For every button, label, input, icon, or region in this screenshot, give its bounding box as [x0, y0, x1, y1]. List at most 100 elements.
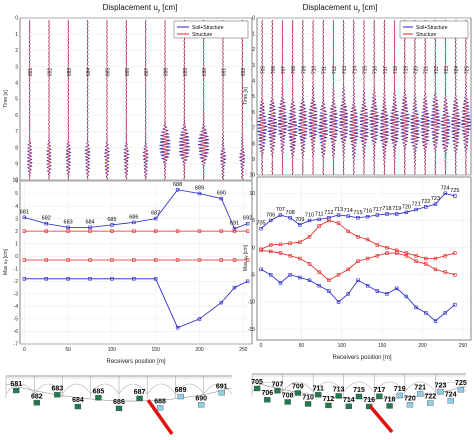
data-point [346, 292, 350, 296]
data-point [88, 277, 92, 281]
series-line-3 [24, 278, 248, 329]
station-marker [427, 400, 434, 406]
time-tick-label: 0 [252, 16, 255, 22]
data-point [356, 216, 360, 220]
data-point [375, 289, 380, 293]
station-label: 708 [282, 392, 294, 399]
data-point [453, 194, 457, 198]
data-point [269, 273, 273, 277]
data-point [298, 223, 302, 227]
point-label: 720 [402, 204, 411, 210]
data-point [385, 251, 389, 255]
data-point [132, 258, 136, 262]
data-point [424, 256, 428, 261]
x-tick-label: 250 [459, 343, 468, 349]
data-point [433, 202, 438, 206]
data-point [110, 223, 114, 227]
point-label: 686 [129, 214, 138, 220]
data-point [433, 267, 438, 272]
data-point [433, 319, 438, 323]
time-tick-label: 3 [15, 64, 18, 70]
data-point [404, 210, 409, 215]
y-tick-label: 5 [252, 218, 255, 224]
station-label: 707 [272, 381, 284, 388]
trace-label-725: 725 [464, 66, 470, 75]
data-point [245, 221, 250, 226]
time-tick-label: 1 [15, 32, 18, 38]
data-point [404, 294, 409, 299]
data-point [110, 258, 114, 262]
station-marker [115, 405, 123, 412]
trace-label-719: 719 [403, 66, 409, 75]
station-label: 685 [93, 388, 105, 395]
data-point [66, 277, 70, 281]
data-point [288, 216, 292, 220]
data-point [365, 256, 370, 261]
trace-label-710: 710 [312, 66, 318, 75]
data-point [453, 302, 457, 307]
data-point [453, 251, 457, 255]
red-arrow [368, 404, 394, 434]
station-label: 688 [154, 398, 166, 405]
series-line-3 [260, 269, 456, 322]
data-point [132, 229, 136, 233]
point-label: 710 [305, 212, 314, 218]
data-point [219, 196, 224, 201]
data-point [307, 218, 312, 223]
bridge-arch [90, 383, 120, 395]
station-label: 717 [374, 387, 386, 394]
station-label: 690 [195, 395, 207, 402]
trace-label-690: 690 [202, 68, 208, 77]
data-point [298, 256, 302, 261]
trace-label-682: 682 [48, 68, 54, 77]
right-title: Displacement uy [cm] [303, 3, 378, 14]
data-point [307, 235, 312, 239]
legend-structure: Structure [192, 32, 213, 38]
time-tick-label: 1 [252, 31, 255, 37]
data-point [298, 275, 302, 280]
data-point [336, 213, 341, 217]
data-point [153, 277, 158, 281]
station-label: 715 [353, 387, 365, 394]
station-marker [294, 390, 302, 396]
station-marker [264, 397, 271, 403]
time-tick-label: 6 [15, 113, 18, 119]
point-label: 709 [295, 217, 304, 223]
station-label: 706 [261, 390, 273, 397]
trace-label-722: 722 [434, 66, 440, 75]
trace-structure-720 [411, 19, 419, 175]
left-max-chart: 0 50 100 150 200 250-7-6-5-4-3-2-101234566816… [14, 179, 253, 353]
data-point [197, 317, 202, 321]
point-label: 706 [266, 212, 275, 218]
station-label: 713 [333, 386, 345, 393]
station-marker [136, 395, 143, 402]
time-tick-label: 0 [15, 16, 18, 22]
trace-structure-712 [330, 19, 337, 175]
data-point [365, 214, 370, 219]
station-label: 709 [292, 384, 304, 391]
data-point [336, 221, 341, 225]
y-tick-label: -5 [251, 273, 256, 279]
trace-structure-683 [66, 19, 71, 180]
station-marker [13, 387, 20, 394]
data-point [219, 229, 224, 233]
trace-structure-689 [180, 19, 189, 180]
trace-structure-692 [240, 19, 245, 180]
y-tick-label: 0 [252, 245, 255, 251]
station-marker [33, 400, 40, 406]
station-marker [95, 395, 102, 401]
station-marker [406, 402, 414, 408]
point-label: 722 [421, 199, 430, 205]
station-label: 714 [343, 397, 355, 404]
data-point [414, 259, 418, 263]
trace-structure-710 [309, 19, 317, 175]
data-point [307, 262, 312, 266]
right-seismogram-traces: 705 706 707 708 709 710 711 712 713 714 715 716 717 7… [256, 19, 472, 175]
time-tick-label: 9 [252, 157, 255, 163]
left-max-axes [19, 180, 253, 345]
data-point [197, 258, 202, 262]
x-tick-label: 200 [418, 343, 427, 349]
point-label: 688 [173, 182, 182, 188]
